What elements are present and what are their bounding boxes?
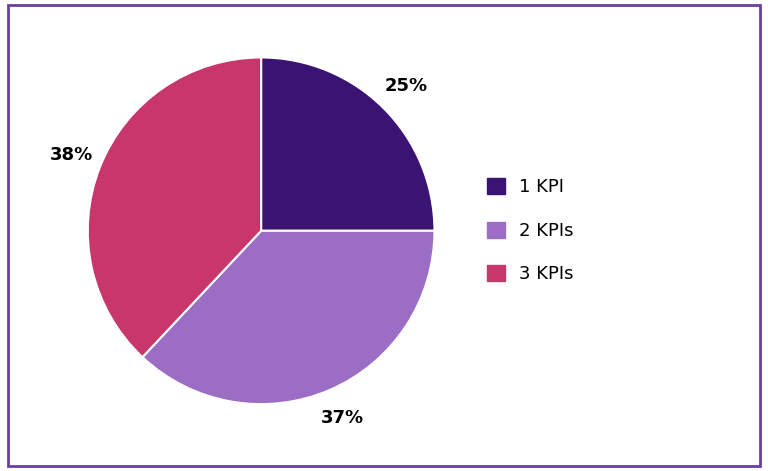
Text: 25%: 25% xyxy=(384,77,427,95)
Wedge shape xyxy=(88,57,261,357)
Text: 37%: 37% xyxy=(321,409,364,428)
Text: 38%: 38% xyxy=(49,146,93,164)
Wedge shape xyxy=(143,231,435,404)
Wedge shape xyxy=(261,57,435,231)
Legend: 1 KPI, 2 KPIs, 3 KPIs: 1 KPI, 2 KPIs, 3 KPIs xyxy=(487,178,574,284)
